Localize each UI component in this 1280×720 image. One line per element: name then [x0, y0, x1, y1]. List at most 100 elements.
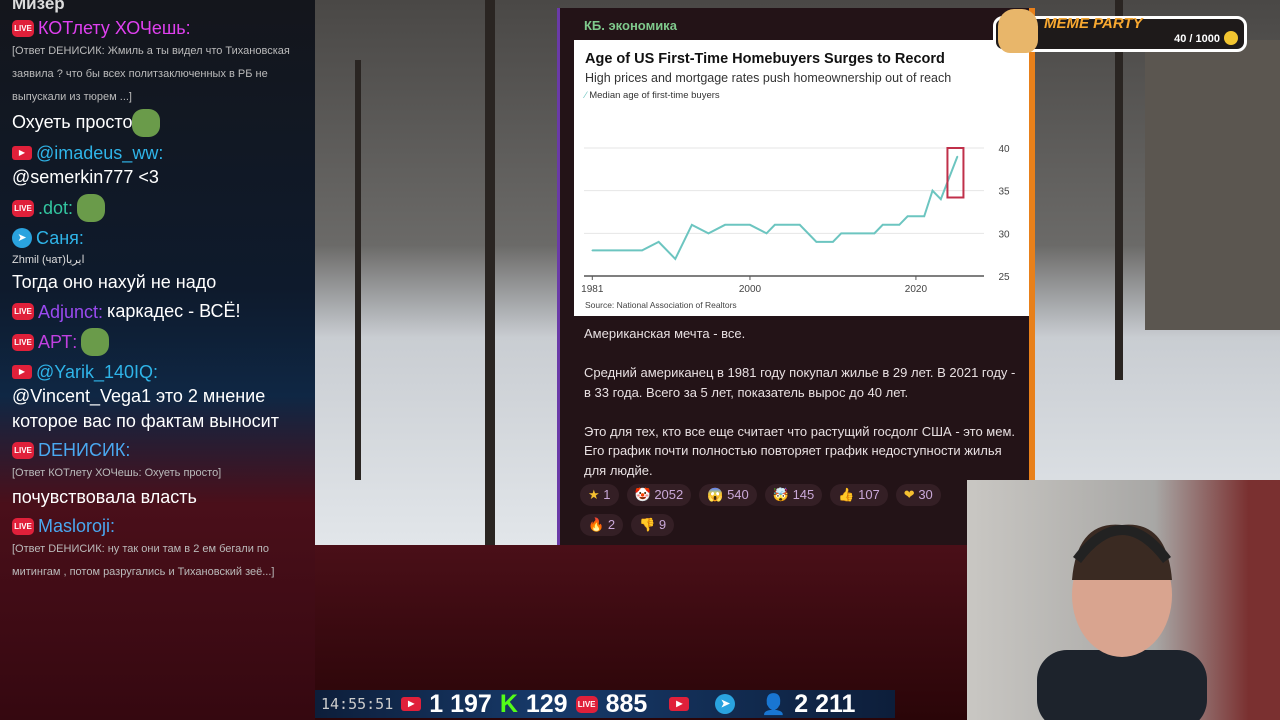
username[interactable]: DEНИСИК: — [38, 440, 131, 460]
reactions: ★ 1 🤡 2052 😱 540 🤯 145 👍 107 ❤ 30 🔥 2 👎 9 — [580, 484, 1024, 536]
username[interactable]: @imadeus_ww: — [36, 143, 164, 163]
reaction-button[interactable]: 🤡 2052 — [626, 484, 692, 506]
youtube-icon: ▶ — [12, 365, 32, 379]
chat-user: LIVE АРТ: — [12, 328, 307, 356]
scream-icon: 😱 — [707, 487, 724, 502]
post-paragraph: Американская мечта - все. — [584, 326, 746, 341]
reaction-count: 540 — [727, 487, 749, 502]
chat-user: LIVE .dot: — [12, 194, 307, 222]
data-point — [815, 241, 818, 243]
reaction-count: 9 — [658, 517, 667, 532]
reply-quote: [Ответ DEНИСИК: Жмиль а ты видел что Тих… — [12, 45, 290, 103]
chat-header: Мизер — [12, 0, 65, 13]
chat-user: ➤ Саня: — [12, 226, 307, 250]
y-tick-label: 30 — [998, 229, 1010, 240]
chat-message: LIVE Adjunct: каркадес - ВСЁ! — [12, 299, 307, 324]
emote-icon — [77, 194, 106, 222]
reaction-count: 107 — [858, 487, 880, 502]
reaction-button[interactable]: 👎 9 — [631, 514, 675, 536]
chat-message: ▶ @imadeus_ww: @semerkin777 <3 — [12, 141, 307, 190]
data-point — [832, 241, 834, 243]
post-paragraph: Средний американец в 1981 году покупал ж… — [584, 365, 1016, 400]
message-body: Тогда оно нахуй не надо — [12, 272, 217, 292]
message-body: @Vincent_Vega1 это 2 мнение которое вас … — [12, 386, 279, 431]
youtube-icon: ▶ — [12, 146, 32, 160]
y-tick-label: 40 — [998, 144, 1010, 155]
chart-source: Source: National Association of Realtors — [585, 300, 737, 310]
live-icon: LIVE — [12, 199, 34, 217]
data-point — [923, 215, 926, 218]
telegram-post: КБ. экономика Age of US First-Time Homeb… — [557, 8, 1035, 545]
reaction-button[interactable]: ★ 1 — [580, 484, 619, 506]
stream-stats-bar: 14:55:51 ▶ 1 197 K 129 LIVE 885 ▶ ➤ 👤 2 … — [315, 690, 895, 718]
chart-plot: 25 30 35 40 1981 2000 2020 — [581, 144, 1010, 295]
username[interactable]: АРТ: — [38, 332, 78, 352]
tree — [355, 60, 361, 480]
data-point — [906, 215, 909, 218]
webcam — [967, 480, 1280, 720]
thumbs-up-icon: 👍 — [838, 487, 855, 502]
chat-message: ▶ @Yarik_140IQ: @Vincent_Vega1 это 2 мнени… — [12, 360, 307, 434]
coin-icon — [1224, 31, 1238, 45]
chat-user: LIVE DEНИСИК: — [12, 438, 307, 462]
y-tick-label: 35 — [998, 187, 1010, 198]
youtube-icon: ▶ — [401, 697, 422, 711]
channel-name[interactable]: КБ. экономика — [584, 18, 677, 33]
legend-label: Median age of first-time buyers — [589, 90, 720, 101]
highlight-box — [946, 147, 965, 199]
emote-icon — [81, 328, 110, 356]
data-point — [591, 249, 594, 252]
series-line — [592, 156, 959, 261]
data-point — [765, 232, 768, 235]
reaction-button[interactable]: ❤ 30 — [895, 484, 941, 506]
reaction-count: 145 — [792, 487, 815, 502]
live-icon: LIVE — [12, 333, 34, 351]
telegram-icon: ➤ — [715, 694, 736, 714]
data-point — [749, 224, 751, 226]
live-icon: LIVE — [575, 695, 598, 713]
chat-panel: Мизер LIVE КОТлету ХОЧешь: [Ответ DEНИСИК:… — [0, 0, 315, 720]
message-text: Охуеть просто — [12, 109, 307, 137]
reaction-button[interactable]: 😱 540 — [699, 484, 757, 506]
reaction-count: 1 — [603, 487, 611, 502]
data-point — [873, 232, 876, 235]
exploding-head-icon: 🤯 — [772, 487, 789, 502]
data-point — [774, 224, 776, 226]
clown-icon: 🤡 — [634, 487, 651, 502]
building — [1145, 40, 1280, 330]
meme-party-title: MEME PARTY — [1044, 15, 1143, 32]
chat-user: ▶ @Yarik_140IQ: — [12, 360, 307, 384]
reaction-button[interactable]: 🤯 145 — [764, 484, 823, 506]
clock: 14:55:51 — [321, 695, 394, 713]
username[interactable]: КОТлету ХОЧешь: — [38, 18, 191, 38]
post-paragraph: Это для тех, кто все еще считает что рас… — [584, 423, 1015, 478]
chat-message: LIVE АРТ: — [12, 328, 307, 356]
username[interactable]: .dot: — [38, 198, 74, 218]
data-point — [691, 224, 693, 226]
username[interactable]: Adjunct: — [38, 301, 104, 322]
username[interactable]: Masloroji: — [38, 516, 116, 536]
username[interactable]: Саня: — [36, 228, 84, 248]
thumbs-down-icon: 👎 — [639, 517, 656, 532]
doge-icon — [998, 9, 1038, 53]
data-point — [798, 224, 801, 226]
data-point — [956, 155, 959, 158]
data-point — [641, 249, 643, 252]
data-point — [940, 198, 942, 200]
live-icon: LIVE — [12, 517, 34, 535]
reaction-count: 2 — [607, 517, 616, 532]
reaction-button[interactable]: 🔥 2 — [580, 514, 624, 536]
username[interactable]: @Yarik_140IQ: — [36, 362, 158, 382]
reply-quote: Zhmil (чат)ايريا — [12, 254, 85, 266]
message-text: почувствовала власть — [12, 485, 307, 510]
reply-quote: [Ответ DEНИСИК: ну так они там в 2 ем бе… — [12, 543, 275, 578]
tree — [1115, 0, 1123, 380]
user-icon: 👤 — [761, 693, 787, 716]
reaction-button[interactable]: 👍 107 — [830, 484, 888, 506]
tree — [485, 0, 495, 545]
chart: Age of US First-Time Homebuyers Surges t… — [574, 40, 1029, 316]
meme-party-count: 40 / 1000 — [1174, 33, 1220, 45]
reply-quote: [Ответ КОТлету ХОЧешь: Охуеть просто] — [12, 467, 222, 479]
message-text: Тогда оно нахуй не надо — [12, 270, 307, 295]
chat-message: LIVE DEНИСИК: [Ответ КОТлету ХОЧешь: Охует… — [12, 438, 307, 510]
